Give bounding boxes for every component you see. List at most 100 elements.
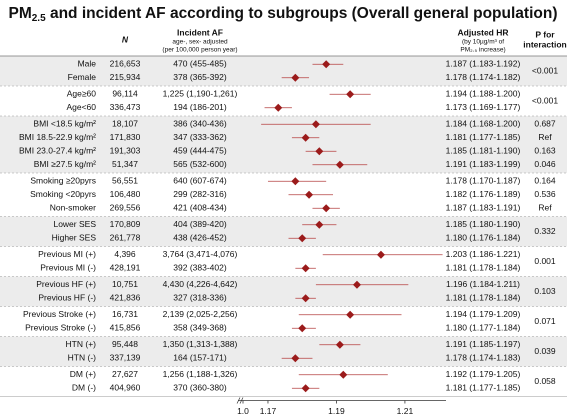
hr-marker (322, 60, 331, 69)
hr-marker (291, 73, 300, 82)
x-tick-label: 1.19 (328, 406, 345, 414)
af-value: 565 (532-600) (173, 159, 227, 169)
n-value: 171,830 (110, 132, 141, 142)
af-value: 4,430 (4,226-4,642) (163, 279, 238, 289)
hr-label: 1.187 (1.183-1.192) (446, 59, 521, 69)
n-value: 191,303 (110, 146, 141, 156)
group-shade (0, 276, 567, 307)
row-label: Smoking <20pyrs (30, 189, 96, 199)
hr-label: 1.181 (1.177-1.185) (446, 132, 521, 142)
row-label: BMI 18.5-22.9 kg/m² (19, 132, 96, 142)
p-value: 0.071 (534, 316, 556, 326)
af-value: 327 (318-336) (173, 293, 227, 303)
hr-label: 1.185 (1.180-1.190) (446, 219, 521, 229)
af-value: 370 (360-380) (173, 383, 227, 393)
af-value: 378 (365-392) (173, 72, 227, 82)
n-value: 96,114 (112, 89, 138, 99)
p-value: Ref (538, 203, 552, 213)
n-value: 421,836 (110, 293, 141, 303)
hr-marker (315, 220, 324, 229)
n-value: 95,448 (112, 339, 138, 349)
hr-marker (274, 103, 283, 112)
x-tick-label: 1.21 (397, 406, 414, 414)
n-value: 170,809 (110, 219, 141, 229)
group-shade (0, 216, 567, 247)
hr-label: 1.178 (1.174-1.183) (446, 353, 521, 363)
hr-label: 1.192 (1.179-1.205) (446, 369, 521, 379)
af-value: 1,350 (1,313-1,388) (163, 339, 238, 349)
hr-marker (305, 190, 314, 199)
col-header: N (122, 34, 129, 44)
row-label: Age<60 (66, 102, 96, 112)
n-value: 404,960 (110, 383, 141, 393)
backgrounds (0, 56, 567, 367)
n-value: 18,107 (112, 119, 138, 129)
n-value: 215,934 (110, 72, 141, 82)
hr-label: 1.191 (1.183-1.199) (446, 159, 521, 169)
af-value: 640 (607-674) (173, 176, 227, 186)
row-label: Previous MI (-) (40, 263, 96, 273)
hr-label: 1.196 (1.184-1.211) (446, 279, 520, 289)
hr-marker (291, 177, 300, 186)
hr-label: 1.178 (1.170-1.187) (446, 176, 521, 186)
col-header: P for (535, 29, 555, 39)
p-value: 0.001 (534, 256, 556, 266)
row-label: Previous HF (+) (36, 279, 96, 289)
col-header: Incident AF (177, 27, 223, 37)
row-label: Previous HF (-) (38, 293, 96, 303)
row-label: Age≥60 (67, 89, 97, 99)
af-value: 194 (186-201) (173, 102, 227, 112)
hr-marker (335, 340, 344, 349)
n-value: 10,751 (112, 279, 138, 289)
row-label: Higher SES (52, 233, 97, 243)
n-value: 56,551 (112, 176, 138, 186)
hr-marker (315, 147, 324, 156)
hr-marker (339, 370, 348, 379)
hr-label: 1.180 (1.176-1.184) (446, 233, 521, 243)
content: Male 216,653 470 (455-485) 1.187 (1.183-1.1… (0, 55, 567, 414)
af-value: 347 (333-362) (173, 132, 227, 142)
n-value: 216,653 (110, 59, 141, 69)
hr-label: 1.203 (1.186-1.221) (446, 249, 521, 259)
p-value: 0.039 (534, 346, 556, 356)
row-label: Male (78, 59, 97, 69)
chart-title: PM2.5 and incident AF according to subgr… (9, 5, 558, 24)
row-label: BMI 23.0-27.4 kg/m² (19, 146, 96, 156)
row-label: Non-smoker (50, 203, 96, 213)
hr-label: 1.194 (1.179-1.209) (446, 309, 521, 319)
hr-marker (346, 310, 355, 319)
hr-marker (376, 250, 385, 259)
hr-marker (346, 90, 355, 99)
col-subheader: age-, sex- adjusted (172, 39, 228, 46)
n-value: 4,396 (114, 249, 136, 259)
hr-label: 1.180 (1.177-1.184) (446, 323, 521, 333)
af-value: 386 (340-436) (173, 119, 227, 129)
hr-marker (322, 204, 331, 213)
hr-marker (298, 234, 307, 243)
col-header: interaction (523, 39, 566, 49)
col-subheader: (by 10µg/m³ of (462, 39, 504, 46)
hr-marker (301, 133, 310, 142)
n-value: 336,473 (110, 102, 141, 112)
af-value: 459 (444-475) (173, 146, 227, 156)
p-value: 0.332 (534, 226, 556, 236)
hr-label: 1.182 (1.176-1.189) (446, 189, 521, 199)
n-value: 27,627 (112, 369, 138, 379)
n-value: 261,778 (110, 233, 141, 243)
af-value: 2,139 (2,025-2,256) (163, 309, 238, 319)
col-subheader: (per 100,000 person year) (162, 47, 237, 54)
af-value: 358 (349-368) (173, 323, 227, 333)
hr-label: 1.178 (1.174-1.182) (446, 72, 521, 82)
group-shade (0, 336, 567, 367)
hr-marker (298, 324, 307, 333)
hr-marker (335, 160, 344, 169)
row-label: DM (+) (70, 369, 96, 379)
hr-marker (301, 384, 310, 393)
row-label: Smoking ≥20pyrs (30, 176, 96, 186)
af-value: 421 (408-434) (173, 203, 227, 213)
n-value: 51,347 (112, 159, 138, 169)
hr-label: 1.185 (1.181-1.190) (446, 146, 521, 156)
af-value: 299 (282-316) (173, 189, 227, 199)
col-subheader: PM₂.₅ increase) (460, 47, 505, 54)
hr-label: 1.187 (1.183-1.191) (446, 203, 521, 213)
